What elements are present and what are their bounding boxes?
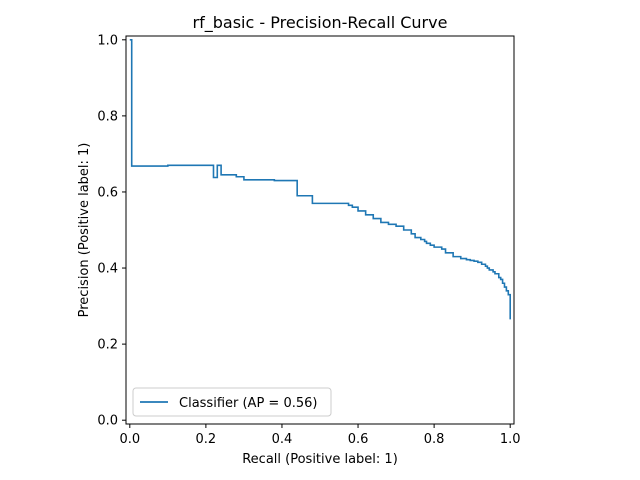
legend: Classifier (AP = 0.56) [132, 387, 332, 417]
axes-frame [125, 35, 515, 425]
y-tick-label: 1.0 [97, 33, 118, 48]
y-tick-label: 0.2 [97, 338, 118, 353]
x-axis-ticks: 0.0 0.2 0.4 0.6 0.8 1.0 [119, 424, 521, 447]
series-line-classifier [129, 39, 511, 320]
y-tick-label: 0.8 [97, 109, 118, 124]
x-tick-label: 0.8 [424, 432, 445, 447]
curve-layer [129, 39, 511, 320]
x-tick-label: 1.0 [500, 432, 521, 447]
x-tick-label: 0.4 [272, 432, 293, 447]
y-tick-label: 0.6 [97, 185, 118, 200]
plot-area [125, 35, 515, 425]
chart-title: rf_basic - Precision-Recall Curve [193, 13, 448, 33]
x-tick-label: 0.0 [119, 432, 140, 447]
legend-entry-label: Classifier (AP = 0.56) [179, 396, 317, 411]
y-tick-label: 0.0 [97, 414, 118, 429]
legend-box [132, 387, 332, 417]
x-tick-label: 0.6 [348, 432, 369, 447]
y-axis-ticks: 0.0 0.2 0.4 0.6 0.8 1.0 [97, 33, 126, 429]
x-tick-label: 0.2 [196, 432, 217, 447]
y-axis-label: Precision (Positive label: 1) [77, 143, 92, 318]
x-axis-label: Recall (Positive label: 1) [242, 452, 398, 467]
y-tick-label: 0.4 [97, 262, 118, 277]
